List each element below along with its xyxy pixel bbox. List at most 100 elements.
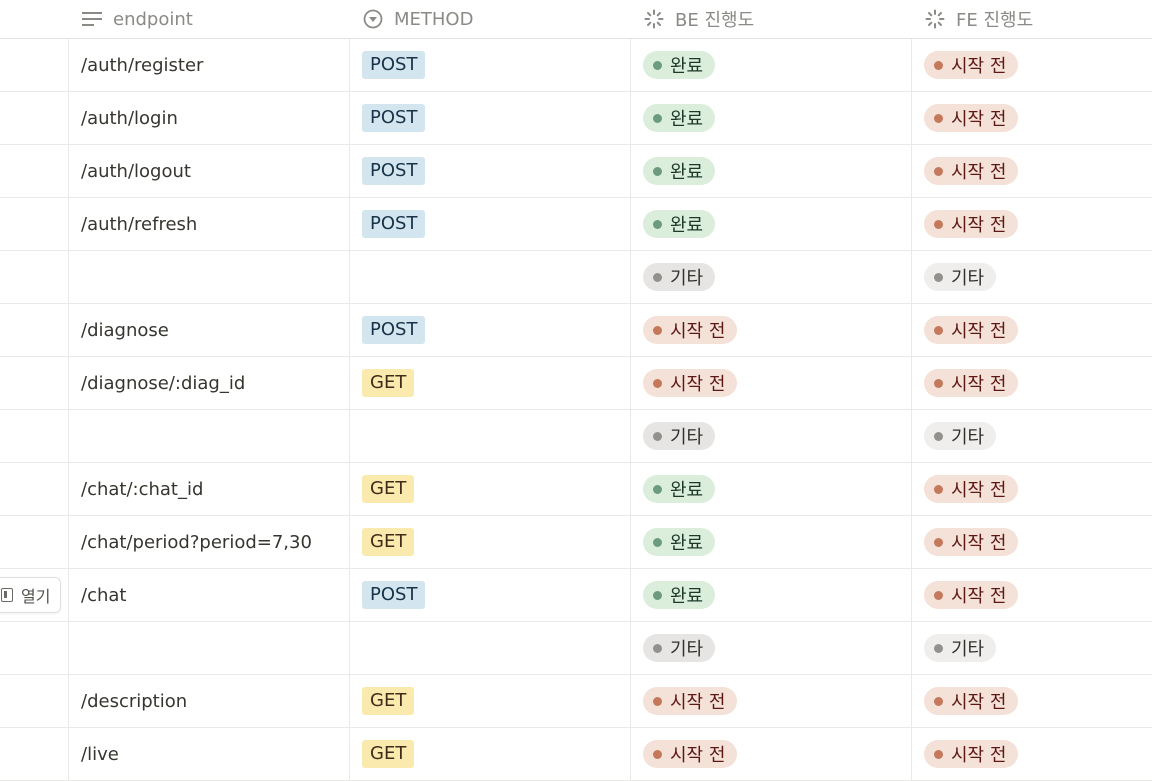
open-page-button[interactable]: 열기 — [0, 577, 62, 613]
text-lines-icon — [81, 8, 103, 30]
method-tag: POST — [362, 210, 426, 238]
status-dot-icon — [653, 219, 662, 229]
fe-progress-cell[interactable]: 기타 — [912, 251, 1152, 303]
fe-progress-cell[interactable]: 시작 전 — [912, 463, 1152, 515]
fe-progress-cell[interactable]: 기타 — [912, 410, 1152, 462]
be-progress-cell[interactable]: 시작 전 — [631, 304, 912, 356]
status-badge: 완료 — [643, 51, 716, 79]
method-cell[interactable] — [350, 410, 631, 462]
table-row[interactable]: /auth/logout POST 완료 시작 전 — [0, 145, 1152, 198]
endpoint-text: /diagnose — [81, 319, 169, 341]
be-progress-cell[interactable]: 기타 — [631, 410, 912, 462]
endpoint-cell[interactable] — [69, 410, 350, 462]
table-row[interactable]: /description GET 시작 전 시작 전 — [0, 675, 1152, 728]
be-progress-cell[interactable]: 시작 전 — [631, 728, 912, 780]
endpoint-cell[interactable]: /diagnose — [69, 304, 350, 356]
be-progress-cell[interactable]: 기타 — [631, 622, 912, 674]
fe-progress-cell[interactable]: 시작 전 — [912, 675, 1152, 727]
table-row[interactable]: 기타 기타 — [0, 622, 1152, 675]
be-progress-cell[interactable]: 기타 — [631, 251, 912, 303]
endpoint-cell[interactable]: /auth/logout — [69, 145, 350, 197]
table-row[interactable]: /auth/refresh POST 완료 시작 전 — [0, 198, 1152, 251]
status-label: 기타 — [670, 427, 704, 448]
method-cell[interactable]: POST — [350, 39, 631, 91]
status-dot-icon — [934, 537, 943, 547]
row-handle-cell — [0, 92, 69, 144]
endpoint-cell[interactable] — [69, 622, 350, 674]
method-cell[interactable]: GET — [350, 463, 631, 515]
table-row[interactable]: 기타 기타 — [0, 410, 1152, 463]
method-cell[interactable]: GET — [350, 357, 631, 409]
method-cell[interactable]: POST — [350, 304, 631, 356]
table-row[interactable]: /diagnose POST 시작 전 시작 전 — [0, 304, 1152, 357]
method-cell[interactable]: POST — [350, 92, 631, 144]
fe-progress-cell[interactable]: 시작 전 — [912, 198, 1152, 250]
method-cell[interactable]: POST — [350, 198, 631, 250]
fe-progress-cell[interactable]: 시작 전 — [912, 357, 1152, 409]
row-handle-cell — [0, 145, 69, 197]
table-row[interactable]: /auth/login POST 완료 시작 전 — [0, 92, 1152, 145]
be-progress-cell[interactable]: 완료 — [631, 463, 912, 515]
status-dot-icon — [653, 378, 662, 388]
fe-progress-cell[interactable]: 시작 전 — [912, 304, 1152, 356]
table-row[interactable]: /live GET 시작 전 시작 전 — [0, 728, 1152, 781]
be-progress-cell[interactable]: 완료 — [631, 39, 912, 91]
table-row[interactable]: 열기/chat POST 완료 시작 전 — [0, 569, 1152, 622]
column-header-be-progress[interactable]: BE 진행도 — [631, 0, 912, 38]
endpoint-cell[interactable] — [69, 251, 350, 303]
endpoint-cell[interactable]: /description — [69, 675, 350, 727]
endpoint-cell[interactable]: /auth/register — [69, 39, 350, 91]
method-tag: POST — [362, 104, 426, 132]
fe-progress-cell[interactable]: 시작 전 — [912, 728, 1152, 780]
be-progress-cell[interactable]: 완료 — [631, 516, 912, 568]
be-progress-cell[interactable]: 완료 — [631, 569, 912, 621]
fe-progress-cell[interactable]: 시작 전 — [912, 569, 1152, 621]
be-progress-cell[interactable]: 시작 전 — [631, 357, 912, 409]
method-cell[interactable]: POST — [350, 569, 631, 621]
status-label: 기타 — [670, 268, 704, 289]
column-header-fe-progress[interactable]: FE 진행도 — [912, 0, 1152, 38]
method-cell[interactable]: GET — [350, 516, 631, 568]
endpoint-cell[interactable]: /chat/:chat_id — [69, 463, 350, 515]
endpoint-cell[interactable]: /auth/login — [69, 92, 350, 144]
status-badge: 기타 — [643, 263, 716, 291]
method-cell[interactable] — [350, 622, 631, 674]
column-header-label: BE 진행도 — [675, 10, 755, 31]
table-row[interactable]: /auth/register POST 완료 시작 전 — [0, 39, 1152, 92]
endpoint-cell[interactable]: /chat/period?period=7,30 — [69, 516, 350, 568]
status-badge: 기타 — [924, 422, 997, 450]
endpoint-cell[interactable]: /diagnose/:diag_id — [69, 357, 350, 409]
row-handle-cell — [0, 251, 69, 303]
status-dot-icon — [653, 696, 662, 706]
column-header-method[interactable]: METHOD — [350, 0, 631, 38]
method-cell[interactable]: GET — [350, 728, 631, 780]
table-row[interactable]: /chat/:chat_id GET 완료 시작 전 — [0, 463, 1152, 516]
endpoint-text: /auth/refresh — [81, 213, 198, 235]
endpoint-cell[interactable]: /auth/refresh — [69, 198, 350, 250]
method-cell[interactable]: GET — [350, 675, 631, 727]
table-row[interactable]: 기타 기타 — [0, 251, 1152, 304]
be-progress-cell[interactable]: 완료 — [631, 92, 912, 144]
method-cell[interactable]: POST — [350, 145, 631, 197]
method-cell[interactable] — [350, 251, 631, 303]
fe-progress-cell[interactable]: 기타 — [912, 622, 1152, 674]
table-row[interactable]: /chat/period?period=7,30 GET 완료 시작 전 — [0, 516, 1152, 569]
be-progress-cell[interactable]: 완료 — [631, 198, 912, 250]
status-badge: 시작 전 — [643, 687, 738, 715]
fe-progress-cell[interactable]: 시작 전 — [912, 39, 1152, 91]
open-button-label: 열기 — [21, 587, 51, 606]
fe-progress-cell[interactable]: 시작 전 — [912, 145, 1152, 197]
method-tag: POST — [362, 51, 426, 79]
table-row[interactable]: /diagnose/:diag_id GET 시작 전 시작 전 — [0, 357, 1152, 410]
row-handle-cell — [0, 728, 69, 780]
column-header-endpoint[interactable]: endpoint — [69, 0, 350, 38]
spinner-status-icon — [643, 8, 665, 30]
fe-progress-cell[interactable]: 시작 전 — [912, 92, 1152, 144]
be-progress-cell[interactable]: 완료 — [631, 145, 912, 197]
endpoint-cell[interactable]: /chat — [69, 569, 350, 621]
fe-progress-cell[interactable]: 시작 전 — [912, 516, 1152, 568]
column-header-label: FE 진행도 — [956, 10, 1034, 31]
endpoint-cell[interactable]: /live — [69, 728, 350, 780]
be-progress-cell[interactable]: 시작 전 — [631, 675, 912, 727]
status-label: 시작 전 — [951, 374, 1007, 395]
